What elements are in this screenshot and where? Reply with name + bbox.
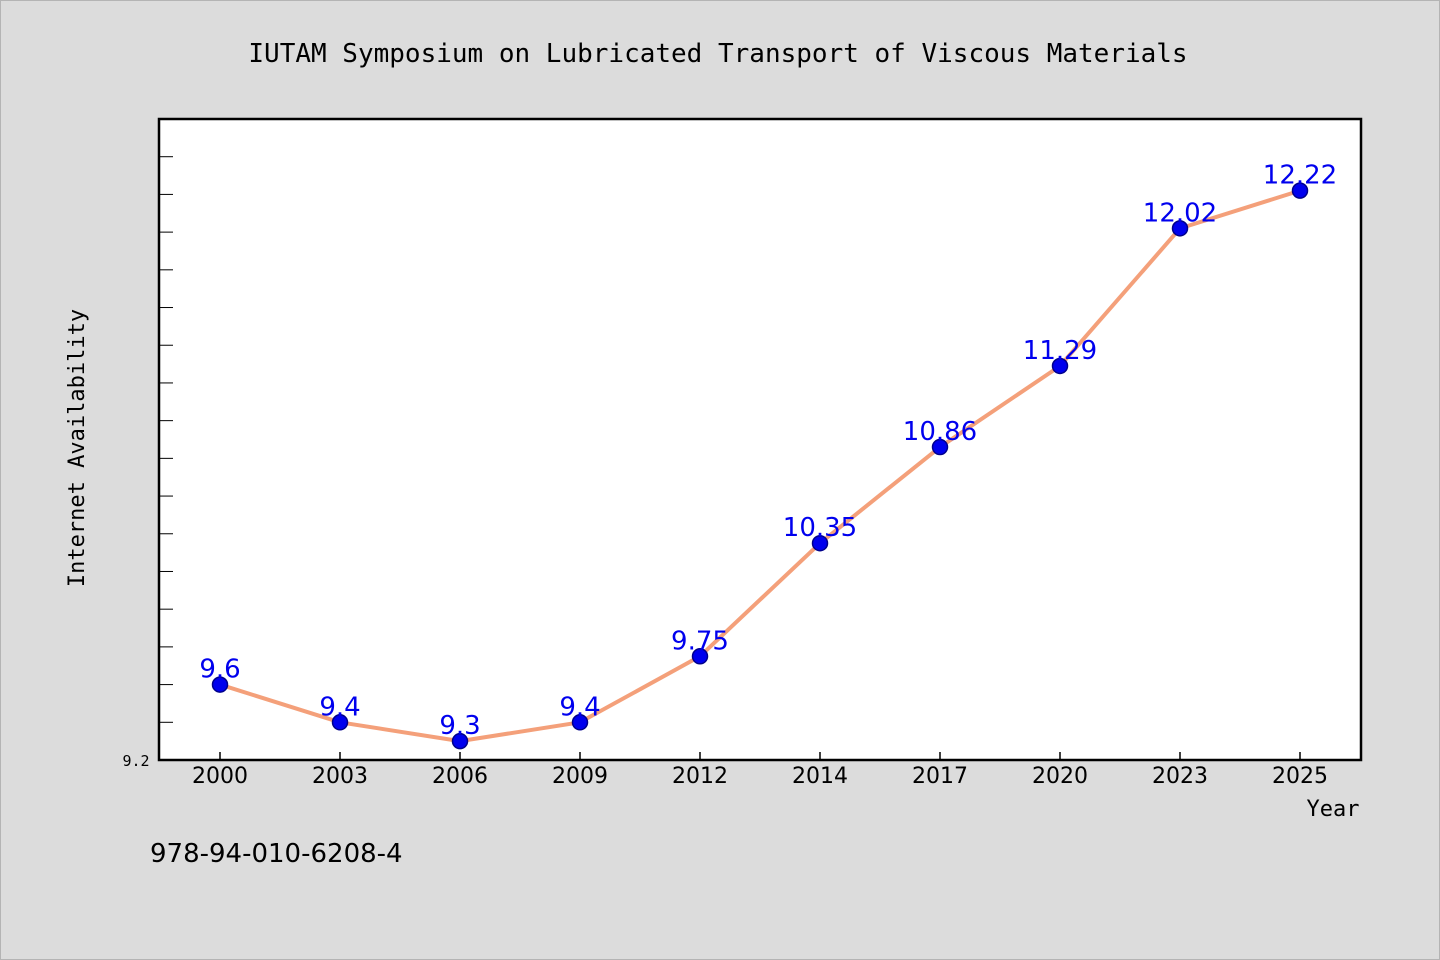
x-tick-label: 2006 <box>432 764 488 789</box>
data-label: 9.4 <box>559 692 600 722</box>
y-minor-ticks <box>159 156 173 723</box>
data-point <box>1291 182 1309 199</box>
x-tick-label: 2025 <box>1272 764 1328 789</box>
x-axis-ticks: 2000 2003 2006 2009 2012 2014 2017 2020 2023 2025 <box>192 752 1328 789</box>
data-label: 12.02 <box>1143 198 1217 228</box>
y-tick-label: 9.2 <box>122 752 149 770</box>
series-markers <box>211 182 1309 750</box>
data-point <box>1171 220 1189 237</box>
x-tick-label: 2012 <box>672 764 728 789</box>
data-point <box>811 534 829 552</box>
data-point <box>451 732 469 750</box>
data-point <box>931 438 949 456</box>
x-tick-label: 2020 <box>1032 764 1088 789</box>
data-label: 9.75 <box>671 626 729 656</box>
x-axis-label: Year <box>1307 797 1360 822</box>
data-point <box>571 714 589 731</box>
data-labels: 9.6 9.4 9.3 9.4 9.75 10.35 10.86 11.29 12.02 12.2… <box>199 161 1337 742</box>
x-tick-label: 2009 <box>552 764 608 789</box>
y-axis-label: Internet Availability <box>65 309 90 587</box>
plot-area <box>157 117 1363 762</box>
x-tick-label: 2023 <box>1152 764 1208 789</box>
series-line <box>219 188 1301 744</box>
data-label: 12.22 <box>1263 161 1337 191</box>
x-tick-label: 2014 <box>792 764 848 789</box>
x-tick-label: 2000 <box>192 764 248 789</box>
isbn-text: 978-94-010-6208-4 <box>150 839 403 869</box>
x-tick-label: 2017 <box>912 764 968 789</box>
data-point <box>1051 357 1069 375</box>
data-label: 9.6 <box>199 655 240 685</box>
data-label: 11.29 <box>1023 336 1097 366</box>
chart-title: IUTAM Symposium on Lubricated Transport … <box>248 39 1187 69</box>
data-point <box>331 714 349 731</box>
data-label: 10.35 <box>783 513 857 543</box>
data-point <box>691 648 709 665</box>
data-label: 9.4 <box>319 692 360 722</box>
x-tick-label: 2003 <box>312 764 368 789</box>
data-label: 9.3 <box>439 711 480 741</box>
data-point <box>211 676 229 693</box>
data-label: 10.86 <box>903 417 977 447</box>
